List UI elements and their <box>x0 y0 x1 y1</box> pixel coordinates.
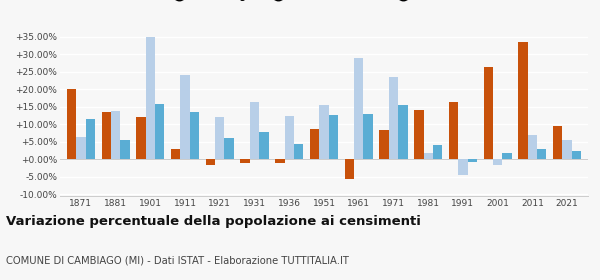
Bar <box>528 135 537 159</box>
Bar <box>284 115 294 159</box>
Bar <box>250 102 259 159</box>
Bar <box>136 116 146 159</box>
Bar <box>344 159 354 179</box>
Bar <box>518 42 528 159</box>
Bar <box>424 153 433 159</box>
Bar <box>310 129 319 159</box>
Bar <box>206 159 215 165</box>
Text: COMUNE DI CAMBIAGO (MI) - Dati ISTAT - Elaborazione TUTTITALIA.IT: COMUNE DI CAMBIAGO (MI) - Dati ISTAT - E… <box>6 255 349 265</box>
Bar <box>101 112 111 159</box>
Bar <box>294 144 304 159</box>
Bar <box>111 111 120 159</box>
Bar <box>181 75 190 159</box>
Bar <box>146 37 155 159</box>
Text: Variazione percentuale della popolazione ai censimenti: Variazione percentuale della popolazione… <box>6 215 421 228</box>
Bar <box>562 140 572 159</box>
Bar <box>215 117 224 159</box>
Bar <box>493 159 502 165</box>
Bar <box>572 151 581 159</box>
Bar <box>449 102 458 159</box>
Bar <box>467 159 477 162</box>
Bar <box>484 67 493 159</box>
Bar <box>433 145 442 159</box>
Bar <box>354 58 364 159</box>
Bar <box>553 126 562 159</box>
Bar <box>389 77 398 159</box>
Bar <box>502 153 512 159</box>
Bar <box>190 112 199 159</box>
Legend: Cambiago, Provincia di MI, Lombardia: Cambiago, Provincia di MI, Lombardia <box>163 0 485 6</box>
Bar <box>155 104 164 159</box>
Bar <box>319 105 329 159</box>
Bar <box>364 115 373 159</box>
Bar <box>537 149 547 159</box>
Bar <box>67 89 76 159</box>
Bar <box>275 159 284 163</box>
Bar <box>329 115 338 159</box>
Bar <box>171 149 181 159</box>
Bar <box>76 137 86 159</box>
Bar <box>379 129 389 159</box>
Bar <box>241 159 250 163</box>
Bar <box>458 159 467 175</box>
Bar <box>120 140 130 159</box>
Bar <box>86 119 95 159</box>
Bar <box>414 110 424 159</box>
Bar <box>259 132 269 159</box>
Bar <box>398 105 407 159</box>
Bar <box>224 138 234 159</box>
